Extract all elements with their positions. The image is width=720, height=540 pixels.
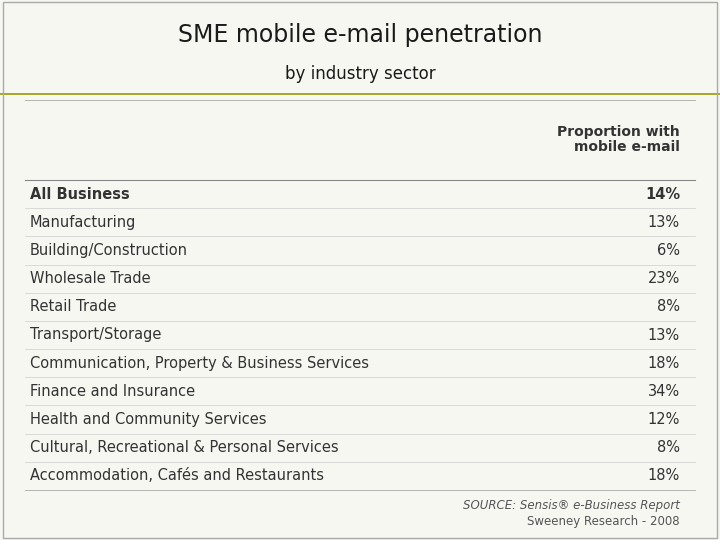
Text: Accommodation, Cafés and Restaurants: Accommodation, Cafés and Restaurants — [30, 468, 324, 483]
Text: 12%: 12% — [647, 412, 680, 427]
Text: Transport/Storage: Transport/Storage — [30, 327, 161, 342]
Text: Retail Trade: Retail Trade — [30, 299, 117, 314]
Text: SOURCE: Sensis® e-⁠Business Report: SOURCE: Sensis® e-⁠Business Report — [463, 498, 680, 511]
Text: Manufacturing: Manufacturing — [30, 215, 136, 230]
Text: Cultural, Recreational & Personal Services: Cultural, Recreational & Personal Servic… — [30, 440, 338, 455]
Text: Finance and Insurance: Finance and Insurance — [30, 384, 195, 399]
Text: 34%: 34% — [648, 384, 680, 399]
Text: Health and Community Services: Health and Community Services — [30, 412, 266, 427]
Text: 18%: 18% — [648, 356, 680, 370]
Text: 13%: 13% — [648, 215, 680, 230]
Text: 6%: 6% — [657, 243, 680, 258]
Text: 13%: 13% — [648, 327, 680, 342]
Text: by industry sector: by industry sector — [284, 65, 436, 83]
Text: Building/Construction: Building/Construction — [30, 243, 188, 258]
Text: 8%: 8% — [657, 440, 680, 455]
Text: Wholesale Trade: Wholesale Trade — [30, 271, 150, 286]
Text: 14%: 14% — [645, 187, 680, 201]
Text: Sweeney Research - 2008: Sweeney Research - 2008 — [527, 516, 680, 529]
Text: Communication, Property & Business Services: Communication, Property & Business Servi… — [30, 356, 369, 370]
Text: 23%: 23% — [648, 271, 680, 286]
Text: All Business: All Business — [30, 187, 130, 201]
Text: 18%: 18% — [648, 468, 680, 483]
Text: mobile e-mail: mobile e-mail — [574, 140, 680, 154]
Text: Proportion with: Proportion with — [557, 125, 680, 139]
Text: SME mobile e-mail penetration: SME mobile e-mail penetration — [178, 23, 542, 47]
Text: 8%: 8% — [657, 299, 680, 314]
